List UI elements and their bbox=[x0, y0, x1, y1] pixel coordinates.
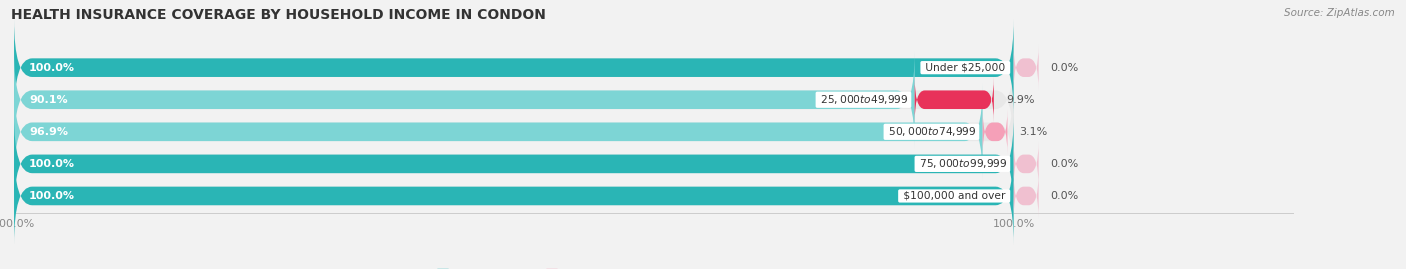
Text: 0.0%: 0.0% bbox=[1050, 63, 1078, 73]
FancyBboxPatch shape bbox=[1014, 141, 1039, 187]
FancyBboxPatch shape bbox=[915, 77, 994, 122]
FancyBboxPatch shape bbox=[14, 115, 1014, 212]
Text: $25,000 to $49,999: $25,000 to $49,999 bbox=[817, 93, 910, 106]
Text: $100,000 and over: $100,000 and over bbox=[900, 191, 1008, 201]
FancyBboxPatch shape bbox=[14, 51, 915, 148]
Text: 9.9%: 9.9% bbox=[1005, 95, 1035, 105]
FancyBboxPatch shape bbox=[14, 83, 1014, 180]
FancyBboxPatch shape bbox=[14, 115, 1014, 212]
FancyBboxPatch shape bbox=[14, 147, 1014, 244]
Text: 3.1%: 3.1% bbox=[1019, 127, 1047, 137]
Text: 100.0%: 100.0% bbox=[30, 191, 75, 201]
Text: $75,000 to $99,999: $75,000 to $99,999 bbox=[917, 157, 1008, 170]
FancyBboxPatch shape bbox=[14, 19, 1014, 116]
Text: 90.1%: 90.1% bbox=[30, 95, 67, 105]
Text: Under $25,000: Under $25,000 bbox=[922, 63, 1008, 73]
Text: $50,000 to $74,999: $50,000 to $74,999 bbox=[886, 125, 977, 138]
Text: 96.9%: 96.9% bbox=[30, 127, 67, 137]
FancyBboxPatch shape bbox=[14, 83, 983, 180]
FancyBboxPatch shape bbox=[1014, 173, 1039, 219]
FancyBboxPatch shape bbox=[14, 147, 1014, 244]
Text: 100.0%: 100.0% bbox=[30, 63, 75, 73]
Text: HEALTH INSURANCE COVERAGE BY HOUSEHOLD INCOME IN CONDON: HEALTH INSURANCE COVERAGE BY HOUSEHOLD I… bbox=[11, 8, 546, 22]
FancyBboxPatch shape bbox=[1014, 45, 1039, 90]
Text: 100.0%: 100.0% bbox=[30, 159, 75, 169]
Text: 0.0%: 0.0% bbox=[1050, 159, 1078, 169]
FancyBboxPatch shape bbox=[14, 51, 1014, 148]
Text: 0.0%: 0.0% bbox=[1050, 191, 1078, 201]
FancyBboxPatch shape bbox=[14, 19, 1014, 116]
Text: Source: ZipAtlas.com: Source: ZipAtlas.com bbox=[1284, 8, 1395, 18]
FancyBboxPatch shape bbox=[983, 109, 1008, 155]
